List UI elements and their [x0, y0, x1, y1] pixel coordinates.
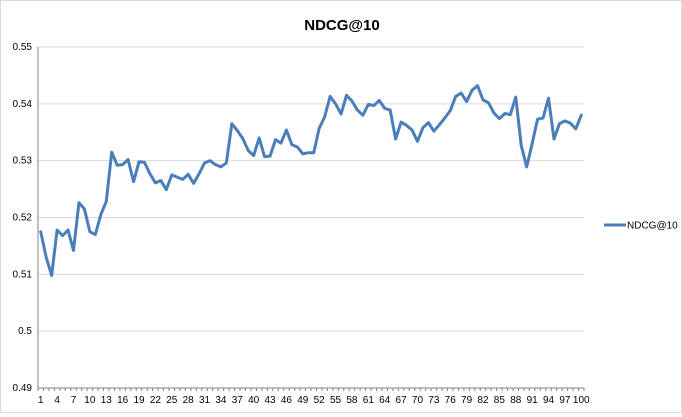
x-tick-label: 52	[314, 395, 326, 406]
x-tick-label: 79	[461, 395, 473, 406]
x-tick-label: 70	[412, 395, 424, 406]
x-tick-label: 37	[232, 395, 244, 406]
x-tick-label: 31	[199, 395, 211, 406]
y-tick-label: 0.49	[13, 383, 33, 394]
x-tick-label: 34	[215, 395, 227, 406]
x-tick-label: 46	[281, 395, 293, 406]
x-tick-label: 55	[330, 395, 342, 406]
series-layer	[39, 84, 583, 277]
y-tick-label: 0.5	[18, 326, 32, 337]
legend: NDCG@10	[604, 221, 678, 232]
y-tick-label: 0.54	[13, 99, 33, 110]
y-tick-label: 0.52	[13, 213, 33, 224]
x-tick-label: 88	[510, 395, 522, 406]
y-tick-label: 0.51	[13, 269, 33, 280]
x-tick-label: 91	[527, 395, 539, 406]
series-line	[39, 84, 583, 277]
x-tick-label: 67	[396, 395, 408, 406]
x-tick-label: 28	[183, 395, 195, 406]
y-tick-label: 0.53	[13, 156, 33, 167]
x-tick-label: 97	[559, 395, 571, 406]
legend-label: NDCG@10	[627, 221, 678, 232]
x-tick-label: 49	[297, 395, 309, 406]
axis-layer: 0.49 0.5 0.51 0.52 0.53 0.54 0.55 1 4 7 10 13 16 19 22…	[13, 42, 591, 406]
x-tick-label: 58	[346, 395, 358, 406]
x-tick-label: 82	[477, 395, 489, 406]
x-tick-label: 85	[494, 395, 506, 406]
chart-title: NDCG@10	[304, 17, 379, 34]
x-tick-label: 13	[101, 395, 113, 406]
y-tick-label: 0.55	[13, 42, 33, 53]
x-tick-label: 22	[150, 395, 162, 406]
x-tick-label: 16	[117, 395, 129, 406]
x-tick-label: 76	[445, 395, 457, 406]
x-tick-label: 7	[71, 395, 77, 406]
x-tick-label: 25	[166, 395, 178, 406]
grid-layer	[38, 46, 584, 332]
x-tick-label: 94	[543, 395, 555, 406]
x-tick-label: 43	[264, 395, 276, 406]
x-tick-label: 40	[248, 395, 260, 406]
x-tick-label: 19	[133, 395, 145, 406]
x-tick-label: 100	[573, 395, 590, 406]
x-tick-label: 64	[379, 395, 391, 406]
x-tick-label: 61	[363, 395, 375, 406]
x-tick-label: 1	[38, 395, 44, 406]
x-tick-label: 10	[84, 395, 96, 406]
x-tick-label: 4	[54, 395, 60, 406]
x-tick-label: 73	[428, 395, 440, 406]
